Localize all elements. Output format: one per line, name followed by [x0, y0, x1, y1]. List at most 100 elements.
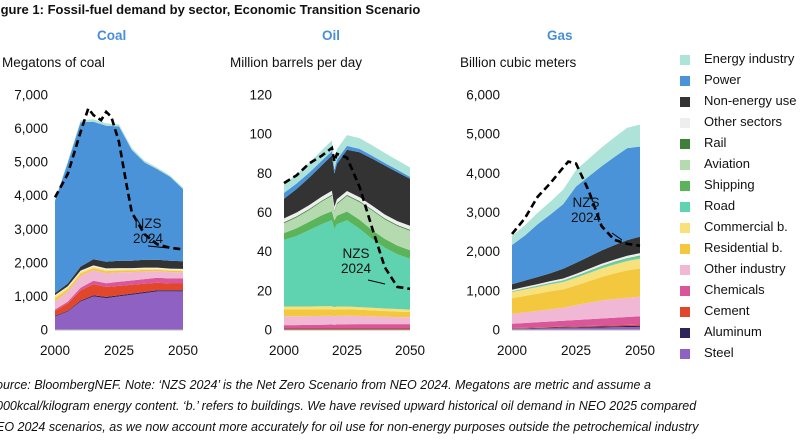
gas-area-non-energy-use	[512, 236, 640, 290]
legend-label: Aviation	[704, 156, 751, 171]
legend-swatch	[680, 181, 690, 191]
footnote: ource: BloombergNEF. Note: ‘NZS 2024’ is…	[0, 375, 800, 438]
coal-nzs-annotation-line-2: 2024	[133, 231, 164, 246]
legend-swatch	[680, 349, 690, 359]
gas-area-power	[512, 146, 640, 285]
coal-area-cement	[55, 282, 183, 316]
legend-swatch	[680, 265, 690, 275]
footnote-line-1: ource: BloombergNEF. Note: ‘NZS 2024’ is…	[0, 378, 651, 392]
oil-y-tick-label: 80	[257, 166, 272, 181]
coal-nzs-annotation-leader	[147, 245, 169, 249]
gas-area-aluminum	[512, 325, 640, 329]
gas-nzs-annotation-line-2: 2024	[571, 210, 602, 225]
coal-area-aluminum	[55, 290, 183, 317]
legend-label: Other sectors	[704, 114, 783, 129]
coal-y-tick-label: 2,000	[14, 255, 48, 270]
legend-label: Other industry	[704, 261, 786, 276]
gas-x-tick-label: 2050	[625, 343, 655, 358]
gas-area-other-sectors	[512, 253, 640, 292]
legend-swatch	[680, 328, 690, 338]
gas-y-tick-label: 4,000	[466, 166, 500, 181]
gas-area-chemicals	[512, 316, 640, 328]
oil-area-shipping	[284, 211, 410, 259]
gas-y-tick-label: 6,000	[466, 88, 500, 103]
gas-nzs-2024-line	[510, 160, 641, 248]
gas-area-cement	[512, 324, 640, 329]
coal-y-tick-label: 5,000	[14, 155, 48, 170]
gas-unit-label: Billion cubic meters	[460, 55, 577, 70]
oil-unit-label: Million barrels per day	[230, 55, 363, 70]
oil-nzs-annotation-line-1: NZS	[343, 246, 370, 261]
oil-area-commercial-b	[284, 306, 410, 312]
legend-label: Non-energy use	[704, 93, 797, 108]
legend-label: Energy industry	[704, 51, 795, 66]
footnote-line-3: EO 2024 scenarios, as we now account mor…	[0, 420, 699, 434]
legend-swatch	[680, 202, 690, 212]
coal-y-tick-label: 6,000	[14, 121, 48, 136]
legend-swatch	[680, 76, 690, 86]
gas-x-tick-label: 2025	[561, 343, 591, 358]
legend-swatch	[680, 97, 690, 107]
coal-area-steel	[55, 291, 183, 330]
coal-area-non-energy-use	[55, 259, 183, 296]
legend-label: Road	[704, 198, 736, 213]
coal-nzs-2024-line	[53, 105, 184, 251]
gas-x-tick-label: 2000	[497, 343, 527, 358]
oil-y-tick-label: 0	[264, 323, 272, 338]
legend-label: Cement	[704, 303, 750, 318]
legend-swatch	[680, 286, 690, 296]
coal-nzs-annotation-line-1: NZS	[135, 216, 162, 231]
oil-y-tick-label: 120	[249, 88, 272, 103]
footnote-line-2: 000kcal/kilogram energy content. ‘b.’ re…	[0, 399, 697, 413]
oil-y-tick-label: 20	[257, 283, 272, 298]
oil-area-aviation	[284, 195, 410, 251]
legend-label: Commercial b.	[704, 219, 788, 234]
legend-label: Steel	[704, 345, 734, 360]
oil-x-tick-label: 2025	[332, 343, 362, 358]
gas-area-road	[512, 256, 640, 292]
coal-area-other-industry	[55, 270, 183, 310]
gas-y-tick-label: 1,000	[466, 283, 500, 298]
coal-y-tick-label: 3,000	[14, 222, 48, 237]
gas-nzs-annotation-leader	[611, 232, 623, 241]
legend-swatch	[680, 139, 690, 149]
oil-y-tick-label: 60	[257, 205, 272, 220]
gas-area-energy-industry	[512, 124, 640, 245]
gas-area-steel	[512, 326, 640, 330]
legend-swatch	[680, 160, 690, 170]
oil-panel-title: Oil	[322, 28, 341, 43]
coal-y-tick-label: 1,000	[14, 289, 48, 304]
coal-y-tick-label: 4,000	[14, 188, 48, 203]
legend-swatch	[680, 223, 690, 233]
legend-label: Residential b.	[704, 240, 783, 255]
gas-panel-title: Gas	[547, 28, 573, 43]
oil-area-road	[284, 220, 410, 310]
oil-area-chemicals	[284, 324, 410, 328]
legend-label: Chemicals	[704, 282, 765, 297]
legend-swatch	[680, 244, 690, 254]
coal-unit-label: Megatons of coal	[2, 55, 105, 70]
gas-area-commercial-b	[512, 258, 640, 299]
oil-x-tick-label: 2050	[395, 343, 425, 358]
coal-area-power	[55, 121, 183, 294]
legend-label: Shipping	[704, 177, 755, 192]
legend-label: Aluminum	[704, 324, 762, 339]
oil-nzs-annotation-line-2: 2024	[341, 261, 372, 276]
coal-x-tick-label: 2025	[104, 343, 134, 358]
coal-x-tick-label: 2000	[40, 343, 70, 358]
charts-canvas: 01,0002,0003,0004,0005,0006,0007,0002000…	[14, 88, 655, 359]
oil-y-tick-label: 40	[257, 244, 272, 259]
oil-nzs-annotation-leader	[367, 279, 386, 285]
gas-area-residential-b	[512, 268, 640, 314]
oil-nzs-2024-line	[283, 145, 411, 291]
gas-area-other-industry	[512, 296, 640, 324]
coal-area-residential-b	[55, 268, 183, 302]
coal-x-tick-label: 2050	[168, 343, 198, 358]
legend-swatch	[680, 307, 690, 317]
oil-area-other-industry	[284, 315, 410, 326]
legend-swatch	[680, 55, 690, 65]
coal-panel-title: Coal	[97, 28, 127, 43]
gas-y-tick-label: 2,000	[466, 244, 500, 259]
legend-label: Power	[704, 72, 741, 87]
oil-y-tick-label: 100	[249, 127, 272, 142]
